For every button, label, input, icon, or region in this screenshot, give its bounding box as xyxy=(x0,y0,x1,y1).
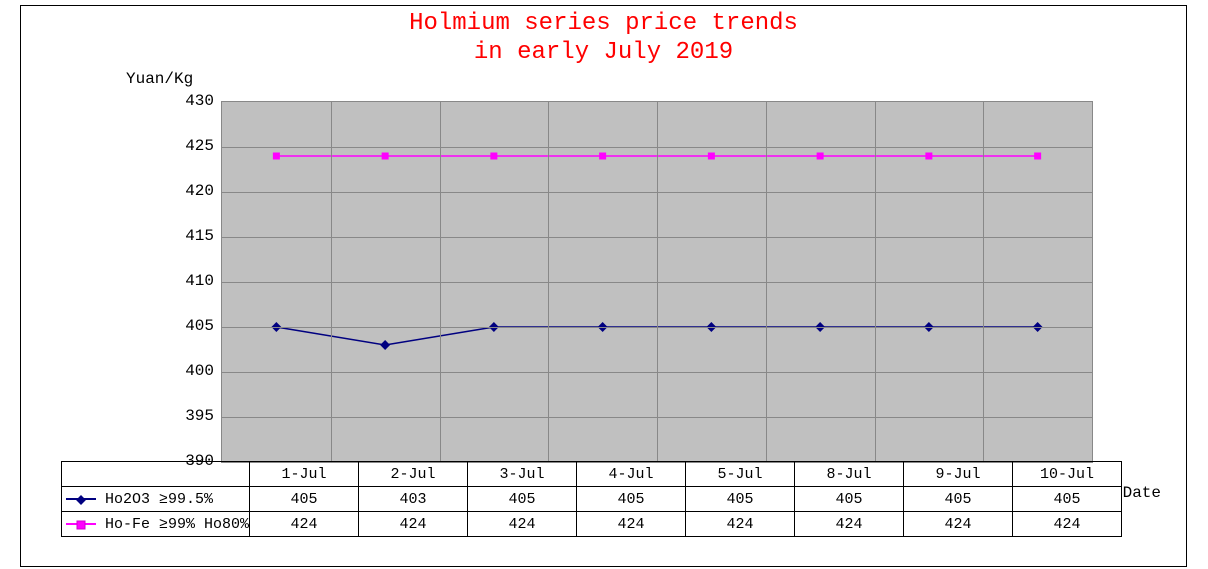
plot-area xyxy=(221,101,1093,463)
data-cell: 424 xyxy=(359,512,468,537)
series-marker xyxy=(1034,153,1041,160)
ytick-label: 425 xyxy=(174,137,214,155)
legend-label: Ho-Fe ≥99% Ho80% xyxy=(96,516,249,533)
vline xyxy=(548,102,549,462)
category-header: 8-Jul xyxy=(795,462,904,487)
data-cell: 405 xyxy=(904,487,1013,512)
vline xyxy=(766,102,767,462)
vline xyxy=(440,102,441,462)
data-cell: 424 xyxy=(468,512,577,537)
data-cell: 405 xyxy=(468,487,577,512)
series-marker xyxy=(708,153,715,160)
vline xyxy=(983,102,984,462)
series-marker xyxy=(380,340,390,350)
category-header: 10-Jul xyxy=(1013,462,1122,487)
chart-title: Holmium series price trends in early Jul… xyxy=(21,10,1186,68)
chart-container: Holmium series price trends in early Jul… xyxy=(20,5,1187,567)
ytick-label: 390 xyxy=(174,452,214,470)
data-cell: 424 xyxy=(577,512,686,537)
title-line-1: Holmium series price trends xyxy=(409,10,798,37)
table-header-row: 1-Jul2-Jul3-Jul4-Jul5-Jul8-Jul9-Jul10-Ju… xyxy=(62,462,1122,487)
category-header: 1-Jul xyxy=(250,462,359,487)
vline xyxy=(875,102,876,462)
legend-line-icon xyxy=(66,523,96,525)
category-header: 9-Jul xyxy=(904,462,1013,487)
data-cell: 424 xyxy=(686,512,795,537)
table-row: Ho2O3 ≥99.5%405403405405405405405405 xyxy=(62,487,1122,512)
category-header: 2-Jul xyxy=(359,462,468,487)
category-header: 4-Jul xyxy=(577,462,686,487)
ytick-label: 430 xyxy=(174,92,214,110)
data-cell: 405 xyxy=(686,487,795,512)
ytick-label: 415 xyxy=(174,227,214,245)
data-cell: 405 xyxy=(577,487,686,512)
data-cell: 403 xyxy=(359,487,468,512)
title-line-2: in early July 2019 xyxy=(474,39,733,66)
legend-cell: Ho2O3 ≥99.5% xyxy=(62,487,250,512)
data-table: 1-Jul2-Jul3-Jul4-Jul5-Jul8-Jul9-Jul10-Ju… xyxy=(61,461,1122,537)
legend-line-icon xyxy=(66,498,96,500)
table-row: Ho-Fe ≥99% Ho80%424424424424424424424424 xyxy=(62,512,1122,537)
diamond-marker-icon xyxy=(76,495,86,505)
legend-label: Ho2O3 ≥99.5% xyxy=(96,491,213,508)
series-marker xyxy=(817,153,824,160)
y-axis-label: Yuan/Kg xyxy=(126,70,193,88)
series-marker xyxy=(273,153,280,160)
data-cell: 424 xyxy=(795,512,904,537)
data-cell: 405 xyxy=(795,487,904,512)
series-marker xyxy=(599,153,606,160)
series-marker xyxy=(925,153,932,160)
category-header: 5-Jul xyxy=(686,462,795,487)
data-cell: 424 xyxy=(1013,512,1122,537)
category-header: 3-Jul xyxy=(468,462,577,487)
data-cell: 405 xyxy=(1013,487,1122,512)
vline xyxy=(657,102,658,462)
series-marker xyxy=(382,153,389,160)
square-marker-icon xyxy=(77,520,86,529)
x-axis-label: Date xyxy=(1123,484,1161,502)
ytick-label: 395 xyxy=(174,407,214,425)
vline xyxy=(331,102,332,462)
series-marker xyxy=(490,153,497,160)
ytick-label: 410 xyxy=(174,272,214,290)
data-cell: 424 xyxy=(250,512,359,537)
legend-cell: Ho-Fe ≥99% Ho80% xyxy=(62,512,250,537)
data-cell: 424 xyxy=(904,512,1013,537)
data-cell: 405 xyxy=(250,487,359,512)
table-corner-cell xyxy=(62,462,250,487)
ytick-label: 400 xyxy=(174,362,214,380)
ytick-label: 420 xyxy=(174,182,214,200)
ytick-label: 405 xyxy=(174,317,214,335)
